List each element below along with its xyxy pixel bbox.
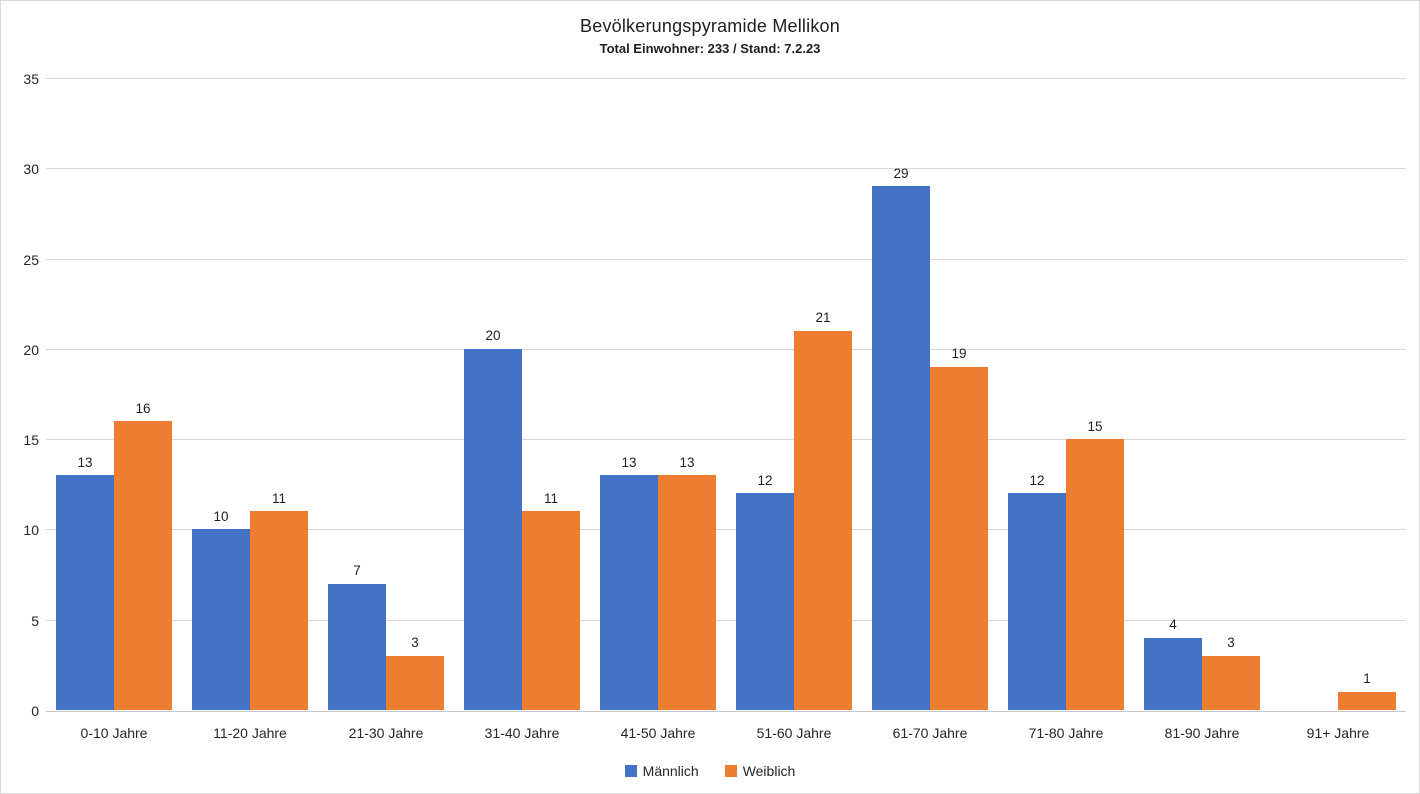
bar-value-label: 13 <box>679 454 695 470</box>
bar-maennlich <box>872 186 930 710</box>
gridline <box>46 619 1406 621</box>
chart-title: Bevölkerungspyramide Mellikon <box>580 16 840 36</box>
y-tick-label: 15 <box>23 432 39 449</box>
y-tick-label: 10 <box>23 522 39 539</box>
gridline <box>46 168 1406 170</box>
x-tick-label: 61-70 Jahre <box>892 725 968 741</box>
bar-weiblich <box>386 655 444 710</box>
gridline <box>46 439 1406 441</box>
legend-label: Weiblich <box>742 763 796 779</box>
bar-value-label: 15 <box>1087 418 1103 434</box>
bar-weiblich <box>794 330 852 710</box>
x-axis: 0-10 Jahre 11-20 Jahre 21-30 Jahre 31-40 Ja… <box>46 725 1406 745</box>
x-tick-label: 81-90 Jahre <box>1164 725 1240 741</box>
x-tick-label: 41-50 Jahre <box>620 725 696 741</box>
bar-maennlich <box>328 583 386 710</box>
y-tick-label: 0 <box>31 703 39 719</box>
bar-maennlich <box>600 475 658 710</box>
bar-value-label: 20 <box>485 328 501 344</box>
bar-value-label: 29 <box>893 165 909 181</box>
bar-value-label: 13 <box>621 454 637 470</box>
bar-weiblich <box>1202 655 1260 710</box>
x-tick-label: 91+ Jahre <box>1306 725 1370 741</box>
bar-value-label: 7 <box>353 563 361 579</box>
bar-weiblich <box>930 366 988 710</box>
x-axis-line <box>46 711 1406 712</box>
bar-maennlich <box>1144 637 1202 710</box>
x-tick-label: 11-20 Jahre <box>213 725 287 741</box>
chart-subtitle: Total Einwohner: 233 / Stand: 7.2.23 <box>599 41 821 56</box>
y-tick-label: 20 <box>23 341 39 358</box>
bar-value-label: 12 <box>1029 472 1045 488</box>
bar-value-label: 16 <box>135 400 151 416</box>
bar-value-label: 1 <box>1363 671 1371 687</box>
x-tick-label: 71-80 Jahre <box>1028 725 1104 741</box>
x-tick-label: 51-60 Jahre <box>756 725 832 741</box>
legend-item: Weiblich <box>724 763 796 779</box>
x-tick-label: 0-10 Jahre <box>80 725 148 741</box>
bar-weiblich <box>1066 439 1124 710</box>
legend-swatch-icon <box>624 765 637 777</box>
bar-value-label: 11 <box>271 490 286 506</box>
bar-weiblich <box>658 475 716 710</box>
bar-weiblich <box>522 511 580 710</box>
gridline <box>46 529 1406 531</box>
gridline <box>46 348 1406 350</box>
legend-label: Männlich <box>642 763 699 779</box>
bar-value-label: 4 <box>1169 617 1177 633</box>
gridline <box>46 78 1406 79</box>
bar-value-label: 3 <box>411 635 419 651</box>
x-tick-label: 21-30 Jahre <box>348 725 424 741</box>
legend-swatch-icon <box>724 765 737 777</box>
bar-maennlich <box>1008 493 1066 710</box>
bar-value-label: 21 <box>815 310 831 326</box>
bar-value-label: 10 <box>213 508 229 524</box>
bar-maennlich <box>192 529 250 710</box>
bar-weiblich <box>114 421 172 710</box>
bar-value-label: 19 <box>951 346 967 362</box>
legend: Männlich Weiblich <box>1 764 1419 778</box>
bar-maennlich <box>56 475 114 710</box>
bar-weiblich <box>250 511 308 710</box>
x-tick-label: 31-40 Jahre <box>484 725 560 741</box>
bar-maennlich <box>736 493 794 710</box>
bar-value-label: 3 <box>1227 635 1235 651</box>
y-tick-label: 5 <box>31 612 39 629</box>
y-tick-label: 35 <box>23 71 39 87</box>
bar-value-label: 13 <box>77 454 93 470</box>
legend-item: Männlich <box>624 763 699 779</box>
bar-maennlich <box>464 348 522 710</box>
bar-value-label: 12 <box>757 472 773 488</box>
y-tick-label: 25 <box>23 251 39 268</box>
gridline <box>46 258 1406 260</box>
y-tick-label: 30 <box>23 161 39 178</box>
plot-area: 13 16 10 11 7 3 20 11 13 13 12 21 29 19 12 15 4 3 1 <box>46 78 1406 712</box>
bar-weiblich <box>1338 691 1396 710</box>
bar-value-label: 11 <box>543 490 558 506</box>
